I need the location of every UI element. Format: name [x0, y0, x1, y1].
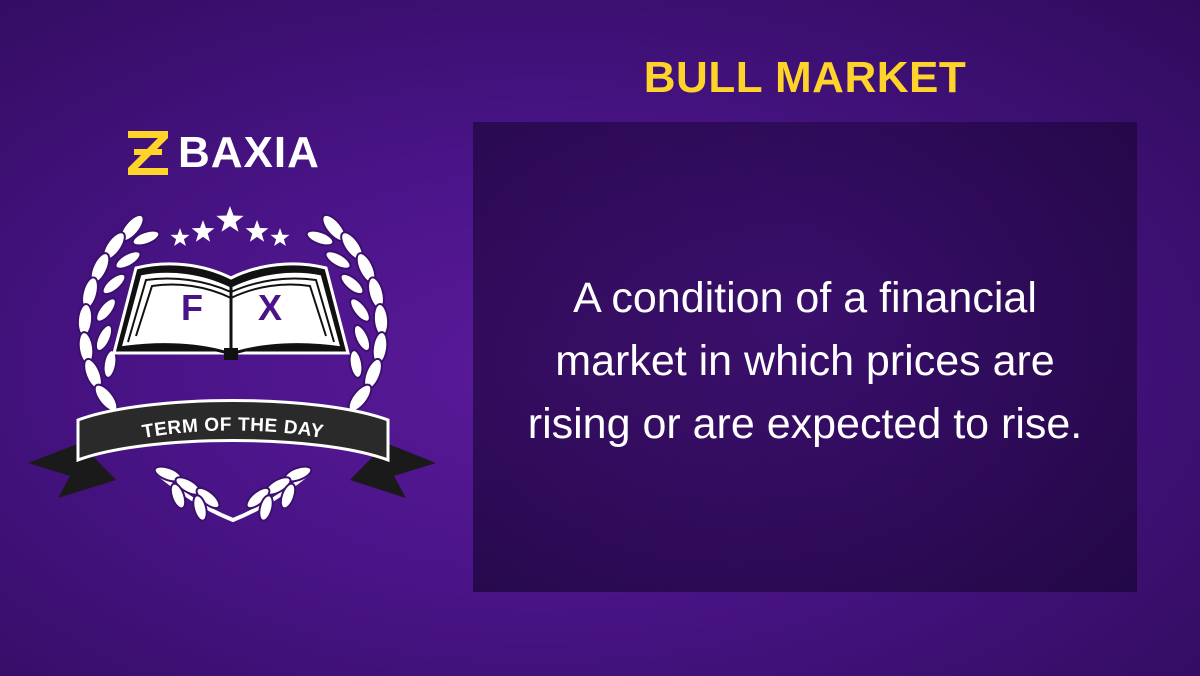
term-definition: A condition of a financial market in whi…: [527, 273, 1083, 448]
open-book-icon: F X: [112, 262, 350, 360]
book-letter-left: F: [181, 287, 203, 328]
book-letter-right: X: [258, 287, 282, 328]
brand-logo: BAXIA: [128, 128, 348, 178]
term-of-the-day-emblem: F X TERM OF THE DAY: [28, 198, 438, 528]
term-title: BULL MARKET: [643, 53, 967, 102]
brand-name: BAXIA: [178, 128, 320, 177]
star-icon: [170, 206, 290, 246]
laurel-wreath-icon: [76, 213, 161, 420]
definition-panel: A condition of a financial market in whi…: [473, 122, 1137, 592]
laurel-wreath-icon: [153, 465, 313, 523]
ribbon-banner-icon: TERM OF THE DAY: [28, 399, 436, 498]
laurel-wreath-icon: [305, 213, 390, 420]
baxia-logo-icon: [128, 131, 168, 175]
